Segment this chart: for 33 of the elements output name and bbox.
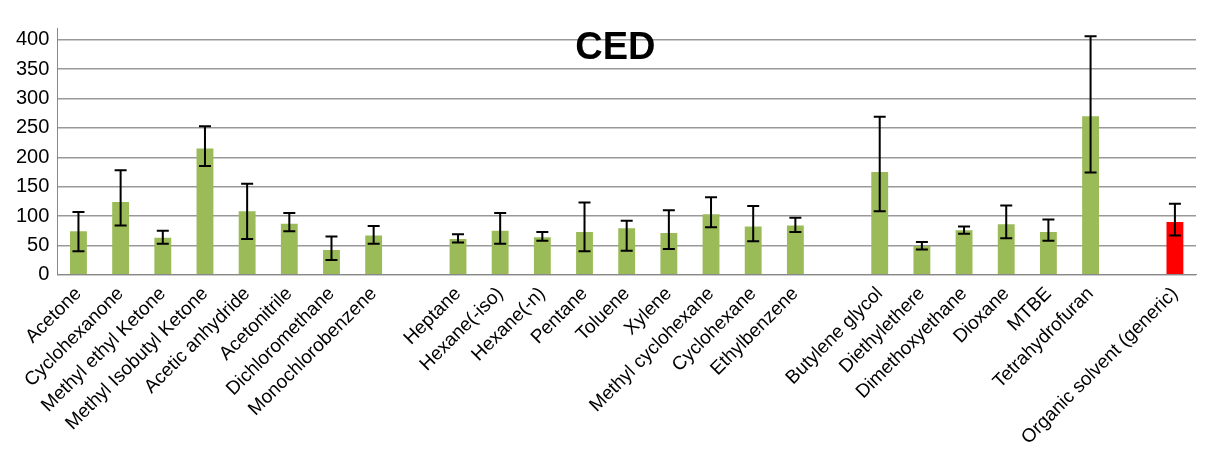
y-tick-label: 350 [15,56,50,79]
chart-title: CED [575,25,656,68]
bar [533,237,551,275]
bar [576,231,593,275]
y-tick-label: 100 [15,203,50,226]
y-tick-label: 250 [15,115,50,138]
bar [1166,221,1184,275]
bar [491,230,509,275]
bar [786,225,804,275]
bar [365,235,383,275]
y-tick-label: 150 [15,174,50,197]
bar [70,231,87,275]
y-tick-label: 50 [27,232,50,255]
bar [238,211,256,275]
y-tick-label: 200 [15,144,50,167]
bar [660,233,678,275]
bar [955,230,973,275]
bar [449,238,467,275]
bar [913,246,931,275]
bar [154,237,172,275]
y-tick-label: 400 [15,27,50,50]
bar [618,228,636,275]
bar [196,148,214,275]
bar [744,226,762,275]
y-tick-label: 0 [38,262,50,285]
y-tick-label: 300 [15,86,50,109]
bar [702,214,720,275]
bar [1039,231,1057,275]
bar [280,223,298,275]
bar [112,201,130,275]
bar [1082,116,1100,275]
bar [997,224,1015,275]
bar [871,171,889,275]
